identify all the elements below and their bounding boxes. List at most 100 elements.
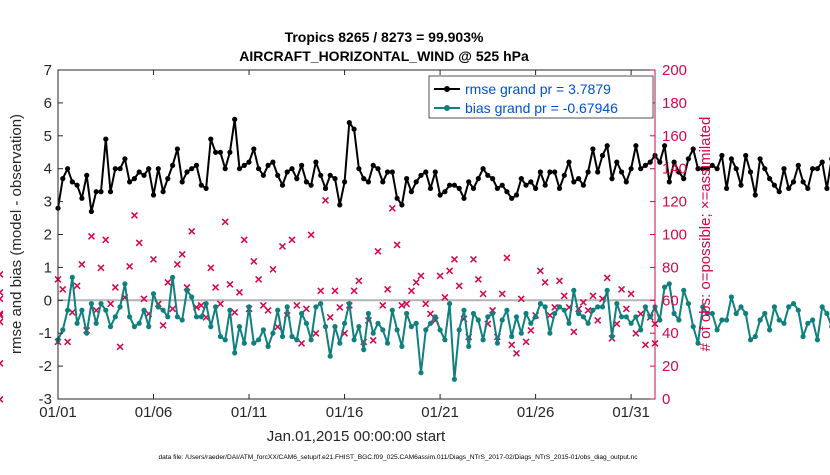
obs-marker: ×	[264, 302, 272, 318]
rmse-point	[370, 162, 376, 168]
bias-point	[351, 337, 357, 343]
rmse-point	[356, 166, 362, 172]
bias-point	[642, 304, 649, 310]
bias-point	[112, 314, 118, 320]
obs-marker: ×	[422, 296, 430, 312]
rmse-point	[533, 185, 539, 191]
rmse-point	[475, 176, 481, 182]
rmse-point	[189, 166, 195, 172]
obs-marker: ×	[403, 296, 411, 312]
rmse-point	[490, 176, 496, 182]
rmse-point	[84, 172, 90, 178]
rmse-point	[98, 189, 104, 195]
y-tick-label-right: 200	[662, 62, 687, 79]
rmse-point	[208, 136, 214, 142]
rmse-point	[614, 159, 620, 165]
rmse-point	[318, 172, 324, 178]
rmse-point	[227, 149, 233, 155]
obs-marker: ×	[0, 307, 4, 323]
bias-point	[198, 314, 204, 320]
rmse-point	[709, 162, 715, 168]
obs-marker: ×	[446, 263, 454, 279]
bias-point	[623, 314, 629, 320]
rmse-point	[657, 159, 663, 165]
bias-point	[714, 327, 720, 333]
rmse-point	[365, 179, 371, 185]
rmse-point	[437, 192, 443, 198]
obs-marker: ×	[173, 256, 181, 272]
rmse-point	[800, 179, 806, 185]
y-tick-label-right: 120	[662, 194, 687, 211]
bias-point	[260, 327, 266, 333]
obs-marker: ×	[508, 337, 516, 353]
bias-point	[213, 304, 219, 310]
bias-point	[165, 314, 171, 320]
bias-point	[757, 317, 763, 323]
obs-marker: ×	[73, 277, 81, 293]
rmse-point	[585, 169, 591, 175]
bias-point	[771, 304, 778, 310]
bias-point	[384, 340, 391, 346]
obs-marker: ×	[426, 305, 434, 321]
obs-marker: ×	[455, 277, 463, 293]
rmse-point	[470, 185, 477, 191]
rmse-point	[170, 162, 176, 168]
rmse-point	[714, 166, 720, 172]
y-tick-label-left: -1	[39, 325, 52, 342]
y-tick-label-left: -3	[39, 391, 52, 408]
rmse-point	[805, 185, 811, 191]
obs-marker: ×	[149, 251, 157, 267]
bias-point	[127, 314, 133, 320]
y-tick-label-left: 2	[44, 227, 52, 244]
obs-marker: ×	[632, 325, 640, 341]
bias-point	[413, 320, 419, 326]
obs-marker: ×	[59, 281, 67, 297]
rmse-point	[232, 116, 238, 122]
bias-point	[576, 310, 582, 317]
bias-point	[790, 301, 797, 307]
y-tick-label-left: -2	[39, 358, 52, 375]
series-line-rmse	[57, 118, 830, 213]
bias-point	[480, 337, 486, 343]
bias-point	[150, 291, 157, 297]
rmse-point	[700, 166, 706, 172]
obs-marker: ×	[484, 315, 492, 331]
bias-point	[236, 324, 243, 330]
obs-marker: ×	[355, 273, 363, 289]
bias-point	[743, 310, 749, 317]
rmse-point	[337, 202, 343, 208]
bias-point	[394, 327, 400, 333]
bias-point	[318, 301, 324, 307]
obs-marker: ×	[212, 279, 220, 295]
bias-point	[599, 304, 606, 310]
rmse-point	[284, 169, 290, 175]
rmse-point	[413, 179, 419, 185]
bias-point	[590, 307, 596, 313]
y-tick-label-left: 4	[44, 161, 52, 178]
bias-point	[747, 337, 754, 343]
bias-point	[131, 324, 137, 330]
rmse-point	[590, 146, 596, 152]
rmse-point	[461, 195, 467, 201]
bias-point	[604, 287, 610, 293]
bias-point	[485, 314, 491, 320]
bias-point	[709, 310, 715, 317]
rmse-point	[246, 159, 252, 165]
y-axis-label-left: rmse and bias (model - observation)	[8, 114, 25, 354]
obs-marker: ×	[0, 305, 4, 321]
bias-point	[671, 310, 677, 317]
bias-point	[423, 327, 429, 333]
rmse-point	[198, 182, 204, 188]
bias-point	[662, 284, 668, 290]
obs-marker: ×	[293, 297, 301, 313]
rmse-point	[141, 172, 147, 178]
bias-point	[628, 320, 634, 326]
bias-point	[337, 340, 343, 346]
obs-marker: ×	[116, 338, 124, 354]
rmse-point	[313, 159, 319, 165]
obs-marker: ×	[235, 284, 243, 300]
obs-marker: ×	[87, 228, 95, 244]
rmse-point	[213, 149, 219, 155]
rmse-point	[69, 179, 75, 185]
